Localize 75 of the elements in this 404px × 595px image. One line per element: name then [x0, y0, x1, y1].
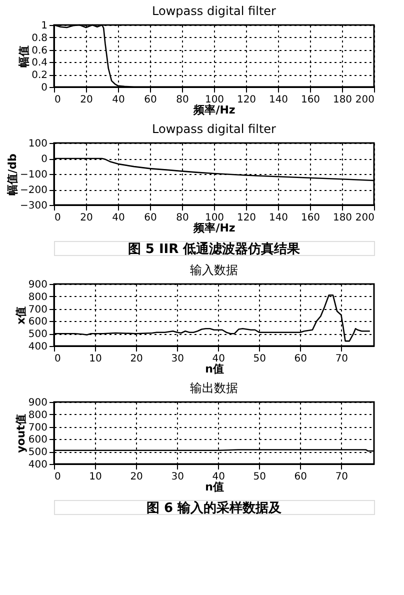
- x-axis-title: n值: [205, 362, 224, 376]
- y-tick-label: −100: [20, 170, 48, 180]
- x-tick-label: 60: [294, 472, 308, 482]
- y-tick-label: 0.8: [32, 32, 48, 44]
- y-tick-label: −300: [20, 200, 48, 212]
- y-tick-label: −200: [20, 185, 48, 196]
- x-tick-label: 10: [89, 472, 102, 482]
- y-tick-label: 800: [28, 410, 48, 421]
- x-tick-label: 180: [332, 94, 352, 106]
- x-tick-label: 100: [204, 212, 224, 224]
- chart-title: Lowpass digital filter: [152, 122, 276, 136]
- x-tick-label: 160: [300, 94, 320, 106]
- x-tick-label: 40: [112, 212, 125, 224]
- x-tick-label: 80: [176, 94, 189, 106]
- y-tick-label: 600: [28, 316, 48, 328]
- y-tick-label: 800: [28, 292, 48, 303]
- x-tick-label: 40: [212, 354, 225, 364]
- x-axis-title: n值: [205, 480, 224, 494]
- y-tick-label: 700: [28, 422, 48, 434]
- x-tick-label: 0: [54, 354, 61, 364]
- x-tick-label: 200: [355, 94, 374, 106]
- x-tick-label: 200: [355, 212, 374, 224]
- x-tick-label: 80: [176, 212, 189, 224]
- caption: 图 6 输入的采样数据及: [146, 500, 283, 516]
- x-tick-label: 20: [130, 354, 143, 364]
- y-axis-title: 幅值/db: [6, 153, 20, 196]
- caption: 图 5 IIR 低通滤波器仿真结果: [128, 241, 302, 257]
- x-tick-label: 60: [144, 94, 157, 106]
- x-tick-label: 50: [253, 354, 266, 364]
- x-tick-label: 0: [54, 212, 61, 224]
- x-tick-label: 100: [204, 94, 224, 106]
- x-tick-label: 20: [130, 472, 143, 482]
- x-tick-label: 30: [171, 472, 184, 482]
- chart-title: Lowpass digital filter: [152, 4, 276, 18]
- x-tick-label: 120: [236, 212, 256, 224]
- x-tick-label: 20: [80, 212, 93, 224]
- x-tick-label: 60: [144, 212, 157, 224]
- y-tick-label: 900: [28, 280, 48, 290]
- y-tick-label: 600: [28, 434, 48, 446]
- x-tick-label: 40: [112, 94, 125, 106]
- x-tick-label: 40: [212, 472, 225, 482]
- x-tick-label: 120: [236, 94, 256, 106]
- y-tick-label: 100: [28, 138, 48, 150]
- y-tick-label: 500: [28, 329, 48, 340]
- x-tick-label: 30: [171, 354, 184, 364]
- x-tick-label: 60: [294, 354, 308, 364]
- x-tick-label: 50: [253, 472, 266, 482]
- x-axis-title: 频率/Hz: [192, 104, 236, 116]
- x-tick-label: 20: [80, 94, 93, 106]
- y-axis-title: 幅值: [18, 46, 31, 68]
- x-tick-label: 10: [89, 354, 102, 364]
- y-tick-label: 400: [28, 460, 48, 470]
- x-tick-label: 180: [332, 212, 352, 224]
- x-tick-label: 0: [54, 94, 61, 106]
- y-axis-title: yout值: [14, 414, 28, 453]
- y-tick-label: 900: [28, 398, 48, 408]
- y-tick-label: 0.2: [32, 70, 48, 82]
- x-tick-label: 0: [54, 472, 61, 482]
- y-tick-label: 500: [28, 447, 48, 458]
- x-axis-title: 频率/Hz: [192, 222, 236, 234]
- y-tick-label: 0: [41, 154, 48, 165]
- y-tick-label: 400: [28, 342, 48, 352]
- x-tick-label: 160: [300, 212, 320, 224]
- x-tick-label: 140: [268, 212, 288, 224]
- y-axis-title: x值: [14, 306, 28, 325]
- chart-title: 输出数据: [190, 381, 238, 395]
- x-tick-label: 70: [335, 472, 348, 482]
- x-tick-label: 140: [268, 94, 288, 106]
- y-tick-label: 0.4: [32, 58, 48, 69]
- y-tick-label: 0: [41, 82, 48, 94]
- chart-title: 输入数据: [190, 263, 238, 277]
- x-tick-label: 70: [335, 354, 348, 364]
- y-tick-label: 0.6: [32, 45, 48, 56]
- y-tick-label: 1: [41, 20, 48, 32]
- y-tick-label: 700: [28, 304, 48, 316]
